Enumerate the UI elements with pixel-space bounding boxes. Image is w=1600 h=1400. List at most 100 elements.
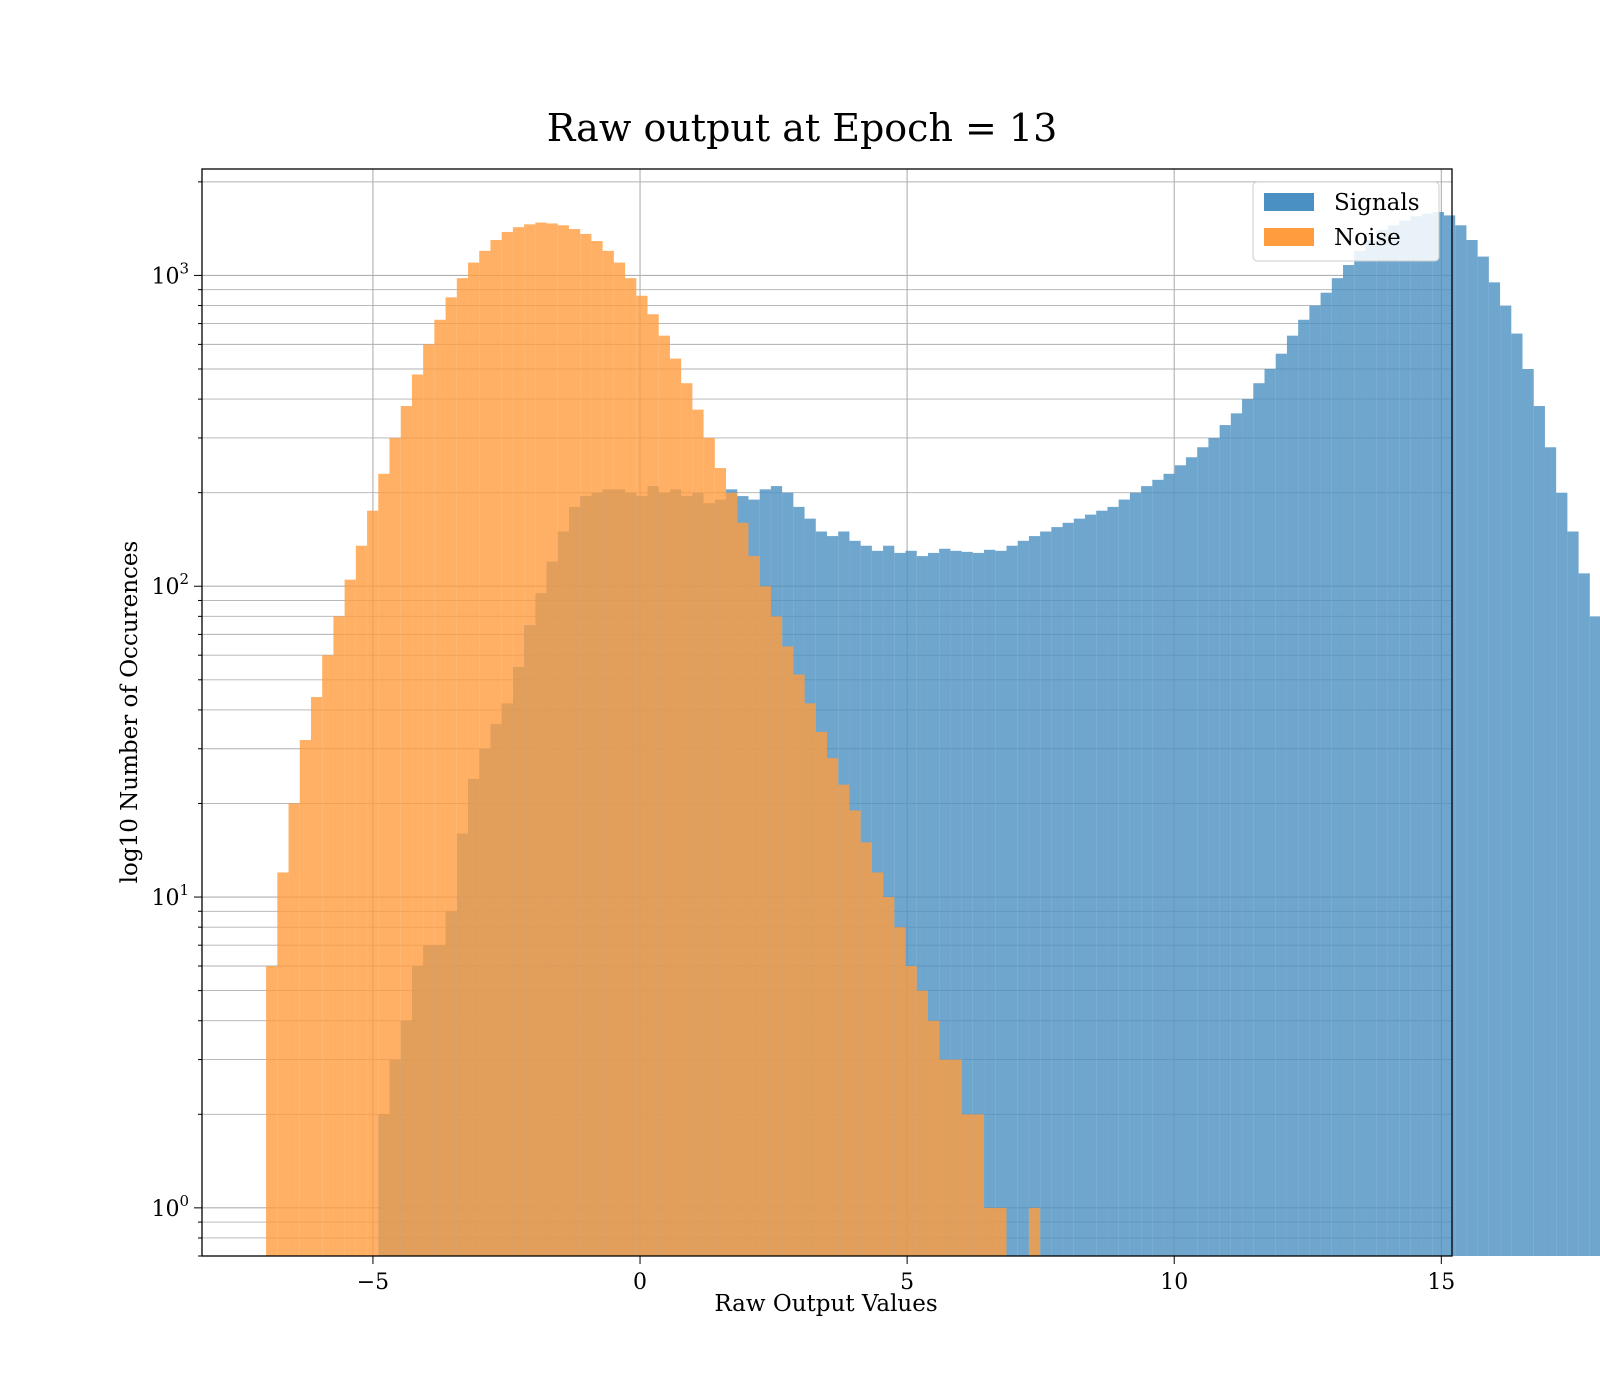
- noise-bar: [815, 731, 827, 1256]
- signals-bar: [1275, 353, 1287, 1256]
- noise-bar: [838, 784, 850, 1256]
- y-tick-label-base: 10: [151, 886, 179, 911]
- signals-bar: [1152, 479, 1164, 1256]
- noise-bar: [512, 227, 525, 1257]
- signals-bar: [1410, 216, 1422, 1256]
- signals-bar: [1320, 292, 1332, 1256]
- signals-bar: [1421, 213, 1433, 1257]
- signals-bar: [1432, 211, 1444, 1256]
- signals-bar: [984, 549, 996, 1256]
- noise-bar: [658, 335, 670, 1256]
- signals-bar: [1219, 425, 1231, 1256]
- noise-bar: [770, 616, 783, 1256]
- noise-bar: [546, 223, 558, 1256]
- signals-bar: [1141, 486, 1153, 1257]
- signals-bar: [1343, 265, 1355, 1256]
- noise-bar: [804, 703, 816, 1256]
- signals-bar: [1017, 540, 1029, 1256]
- signals-bar: [1466, 240, 1478, 1256]
- signals-bar: [1455, 225, 1467, 1256]
- noise-bar: [860, 842, 872, 1256]
- noise-bar: [344, 579, 356, 1256]
- signals-bar: [1085, 514, 1097, 1256]
- signals-bar: [1253, 383, 1265, 1256]
- noise-bar: [277, 872, 289, 1256]
- noise-bar: [681, 383, 693, 1256]
- y-tick-label-base: 10: [151, 575, 179, 600]
- plot-frame: [201, 168, 1453, 1257]
- noise-bar: [961, 1114, 973, 1256]
- signals-bar: [905, 550, 917, 1256]
- legend-signals-label: Signals: [1334, 190, 1420, 216]
- signals-bar: [1331, 278, 1344, 1257]
- signals-bar: [894, 552, 906, 1256]
- noise-bar: [411, 374, 424, 1256]
- noise-bar: [849, 810, 861, 1256]
- noise-bar: [322, 655, 334, 1256]
- bars-layer: [266, 211, 1600, 1257]
- noise-bar: [972, 1114, 985, 1256]
- signals-bar: [1477, 256, 1489, 1256]
- noise-bar: [445, 297, 457, 1256]
- signals-bar: [1354, 250, 1366, 1256]
- signals-bar: [1399, 220, 1411, 1257]
- signals-bar: [1107, 506, 1119, 1256]
- noise-bar: [266, 965, 278, 1256]
- noise-bar: [1028, 1207, 1041, 1256]
- noise-bar: [759, 586, 771, 1256]
- noise-bar: [333, 616, 345, 1256]
- noise-bar: [726, 492, 738, 1257]
- signals-bar: [1567, 531, 1579, 1256]
- signals-bar: [1051, 527, 1063, 1256]
- noise-bar: [703, 437, 715, 1256]
- noise-bar: [490, 240, 502, 1256]
- chart-title: Raw output at Epoch = 13: [547, 106, 1058, 150]
- signals-bar: [1544, 447, 1557, 1256]
- signals-bar: [927, 552, 940, 1256]
- signals-bar: [1511, 333, 1523, 1256]
- noise-bar: [669, 358, 682, 1256]
- signals-bar: [950, 550, 962, 1256]
- x-tick-label: 15: [1427, 1270, 1455, 1295]
- noise-bar: [423, 344, 435, 1257]
- noise-bar: [827, 758, 839, 1256]
- signals-bar: [1197, 447, 1209, 1256]
- signals-bar: [1488, 282, 1501, 1256]
- signals-bar: [1208, 437, 1220, 1256]
- signals-bar: [1500, 305, 1512, 1256]
- noise-bar: [613, 262, 626, 1256]
- noise-bar: [400, 406, 412, 1256]
- y-tick-label: 103: [151, 259, 189, 289]
- noise-bar: [580, 233, 592, 1256]
- noise-bar: [434, 319, 446, 1256]
- signals-bar: [1185, 457, 1198, 1256]
- y-tick-label-exponent: 0: [179, 1192, 189, 1210]
- signals-bar: [972, 552, 985, 1256]
- signals-bar: [1533, 406, 1545, 1256]
- noise-bar: [367, 510, 379, 1257]
- signals-bar: [1365, 240, 1377, 1256]
- signals-bar: [1522, 368, 1534, 1257]
- noise-bar: [927, 1020, 940, 1256]
- signals-bar: [961, 551, 973, 1256]
- signals-bar: [1443, 215, 1456, 1256]
- signals-bar: [1298, 319, 1310, 1256]
- signals-bar: [1578, 573, 1590, 1256]
- noise-bar: [524, 224, 536, 1256]
- y-axis-label: log10 Number of Occurences: [117, 541, 143, 884]
- signals-bar: [1174, 465, 1186, 1256]
- signals-bar: [1556, 492, 1568, 1257]
- x-tick-label: 5: [900, 1270, 914, 1295]
- noise-bar: [916, 990, 928, 1256]
- signals-bar: [1006, 545, 1018, 1256]
- noise-bar: [636, 295, 648, 1257]
- x-tick-label: −5: [357, 1270, 389, 1295]
- noise-bar: [883, 897, 895, 1256]
- signals-bar: [1073, 518, 1086, 1256]
- signals-bar: [1242, 399, 1254, 1256]
- noise-bar: [748, 556, 760, 1256]
- signals-bar: [1309, 305, 1321, 1256]
- noise-bar: [535, 222, 547, 1257]
